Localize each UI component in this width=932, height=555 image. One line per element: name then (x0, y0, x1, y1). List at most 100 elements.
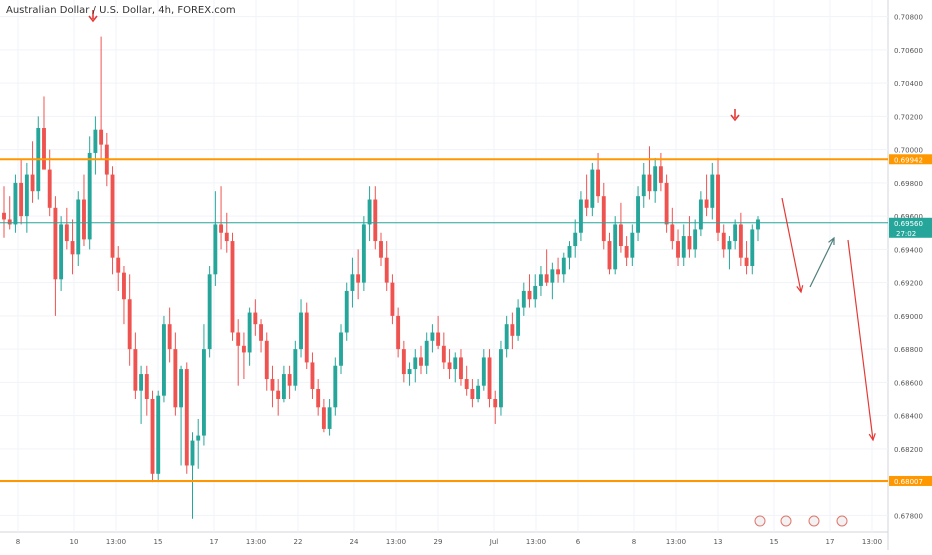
price-label-box (889, 154, 932, 165)
projection-arrow-up-head (828, 236, 835, 246)
projection-arrow-up[interactable] (809, 237, 835, 288)
y-tick-label: 0.70000 (894, 147, 923, 155)
y-tick-label: 0.70600 (894, 47, 923, 55)
candle-body (750, 229, 755, 266)
candle-body (241, 345, 246, 353)
x-tick-label: 22 (294, 538, 303, 546)
candle-body (253, 312, 258, 325)
y-tick-label: 0.68600 (894, 379, 923, 387)
x-tick-label: 15 (770, 538, 779, 546)
price-label: 0.69942 (894, 156, 923, 164)
candle-body (201, 349, 206, 436)
economic-event-icon[interactable] (836, 515, 848, 527)
candle-body (476, 385, 481, 399)
candle-body (213, 224, 218, 275)
candle-body (230, 241, 235, 333)
candle-body (624, 246, 629, 258)
candle-body (550, 269, 555, 283)
projection-arrow-down-head (796, 285, 804, 294)
candle-body (618, 224, 623, 247)
x-tick-label: 13:00 (526, 538, 546, 546)
y-tick-label: 0.69600 (894, 213, 923, 221)
candle-body (441, 345, 446, 363)
candle-body (116, 257, 121, 273)
candle-body (219, 224, 224, 233)
candle-body (344, 290, 349, 333)
candle-body (42, 128, 46, 170)
candle-body (413, 357, 418, 370)
y-tick-label: 0.69400 (894, 246, 923, 254)
economic-event-icon[interactable] (754, 515, 766, 527)
candle-body (590, 169, 595, 208)
candle-body (424, 340, 429, 366)
price-label-box (889, 475, 932, 486)
x-tick-label: 13:00 (862, 538, 882, 546)
x-tick-label: 13 (714, 538, 723, 546)
candle-body (327, 407, 332, 429)
candle-body (373, 199, 378, 242)
x-tick-label: 13:00 (386, 538, 406, 546)
candle-body (287, 374, 292, 386)
candle-body (584, 199, 589, 208)
economic-event-icon[interactable] (808, 515, 820, 527)
economic-event-icon[interactable] (780, 515, 792, 527)
candle-body (350, 274, 355, 291)
x-tick-label: 13:00 (246, 538, 266, 546)
candle-body (561, 257, 566, 275)
y-tick-label: 0.70400 (894, 80, 923, 88)
candle-body (281, 374, 286, 399)
candle-body (127, 299, 132, 350)
candle-body (693, 229, 698, 250)
projection-arrow-down[interactable] (781, 197, 802, 293)
projection-arrow-down[interactable] (847, 239, 874, 441)
candle-body (173, 349, 178, 408)
candle-body (493, 399, 498, 408)
candle-body (259, 324, 263, 341)
x-tick-label: 15 (154, 538, 163, 546)
x-tick-label: 13:00 (666, 538, 686, 546)
y-tick-label: 0.68400 (894, 413, 923, 421)
candle-body (264, 340, 269, 380)
candle-body (361, 224, 366, 283)
candle-body (727, 241, 732, 250)
candle-body (270, 379, 275, 391)
candle-body (13, 182, 18, 225)
candle-body (447, 362, 452, 370)
candle-body (19, 182, 24, 217)
candle-body (110, 174, 115, 258)
y-tick-label: 0.70800 (894, 14, 923, 22)
plot-background (0, 0, 888, 532)
x-tick-label: 8 (632, 538, 636, 546)
candle-body (430, 332, 435, 341)
candle-body (122, 272, 126, 300)
down-arrow-marker-head (88, 15, 98, 23)
candle-body (419, 357, 423, 366)
candle-body (24, 174, 29, 217)
y-tick-label: 0.68200 (894, 446, 923, 454)
candle-body (544, 274, 549, 283)
candle-body (744, 257, 749, 266)
candle-body (401, 349, 406, 375)
candle-body (756, 219, 760, 230)
candle-body (356, 274, 361, 283)
candle-body (236, 332, 241, 346)
candle-body (658, 166, 663, 183)
candle-body (733, 224, 738, 242)
candle-body (184, 369, 189, 466)
countdown-label: 27:02 (896, 230, 916, 238)
candle-body (133, 349, 138, 391)
candle-body (339, 332, 343, 366)
candle-body (87, 152, 92, 240)
candle-body (407, 369, 412, 375)
candle-body (499, 349, 503, 408)
candle-body (390, 282, 395, 316)
candle-body (179, 369, 184, 408)
price-axis-panel[interactable] (888, 0, 932, 550)
candle-body (716, 174, 720, 233)
candle-body (276, 390, 281, 399)
y-tick-label: 0.68800 (894, 346, 923, 354)
candle-body (653, 166, 658, 192)
candle-body (82, 199, 86, 240)
